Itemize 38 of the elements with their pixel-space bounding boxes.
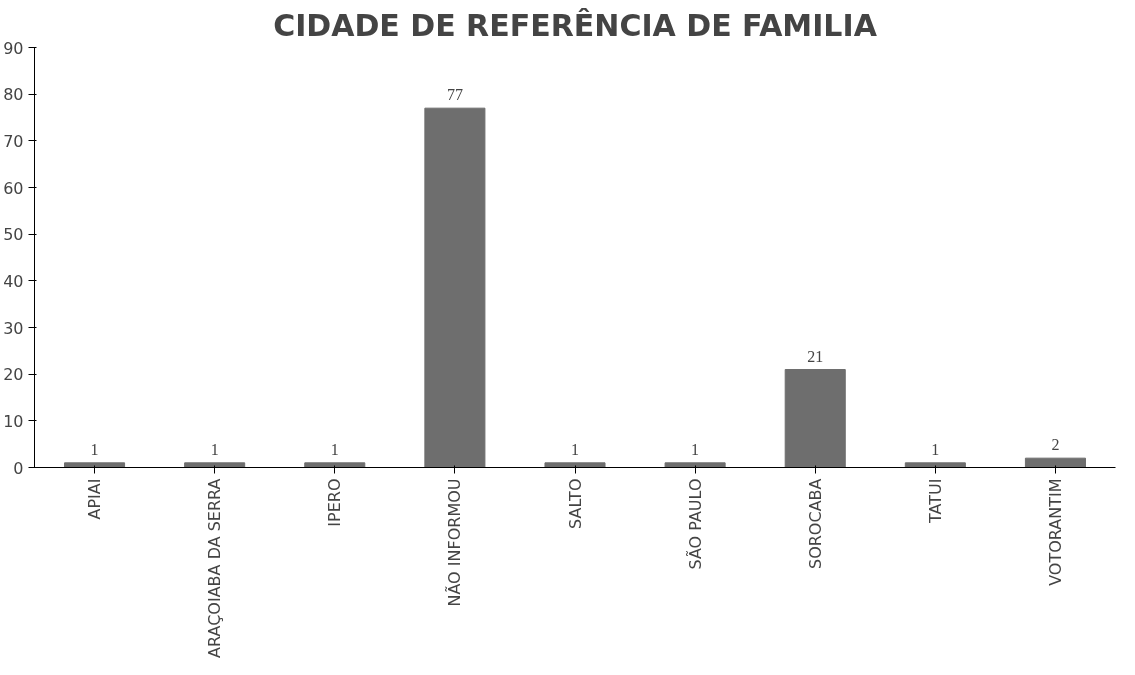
y-tick-label: 70: [3, 131, 24, 151]
y-tick-label: 60: [3, 178, 24, 198]
x-tick-label: ARAÇOIABA DA SERRA: [205, 478, 225, 658]
y-tick-label: 0: [13, 458, 24, 478]
bar: [664, 462, 726, 468]
data-label: 21: [807, 347, 824, 365]
data-label: 1: [90, 440, 99, 458]
bar: [904, 462, 966, 468]
bar: [1024, 457, 1086, 468]
bar: [424, 107, 486, 468]
x-tick-label: NÃO INFORMOU: [445, 478, 465, 607]
y-tick-label: 50: [3, 225, 24, 245]
y-tick-label: 20: [3, 365, 24, 385]
y-tick-label: 10: [3, 411, 24, 431]
y-tick-label: 90: [3, 38, 24, 58]
data-label: 2: [1051, 436, 1060, 454]
x-tick-label: SÃO PAULO: [685, 478, 705, 570]
x-tick-label: IPERO: [325, 478, 345, 527]
data-label: 1: [931, 440, 940, 458]
x-tick-label: APIAI: [85, 478, 105, 520]
bar: [184, 462, 246, 468]
y-tick-label: 40: [3, 271, 24, 291]
x-tick-label: SOROCABA: [805, 478, 825, 569]
x-tick-label: VOTORANTIM: [1045, 478, 1065, 586]
data-label: 1: [571, 440, 579, 458]
y-tick-label: 30: [3, 318, 24, 338]
y-tick-label: 80: [3, 85, 24, 105]
bar: [544, 462, 606, 468]
x-tick-label: TATUI: [925, 478, 945, 524]
data-label: 77: [446, 86, 463, 104]
chart-title: CIDADE DE REFERÊNCIA DE FAMILIA: [273, 7, 878, 43]
data-label: 1: [330, 440, 339, 458]
bar: [64, 462, 126, 468]
bar: [304, 462, 366, 468]
x-tick-label: SALTO: [565, 478, 585, 529]
bar: [784, 369, 846, 468]
data-label: 1: [210, 440, 219, 458]
data-label: 1: [691, 440, 700, 458]
